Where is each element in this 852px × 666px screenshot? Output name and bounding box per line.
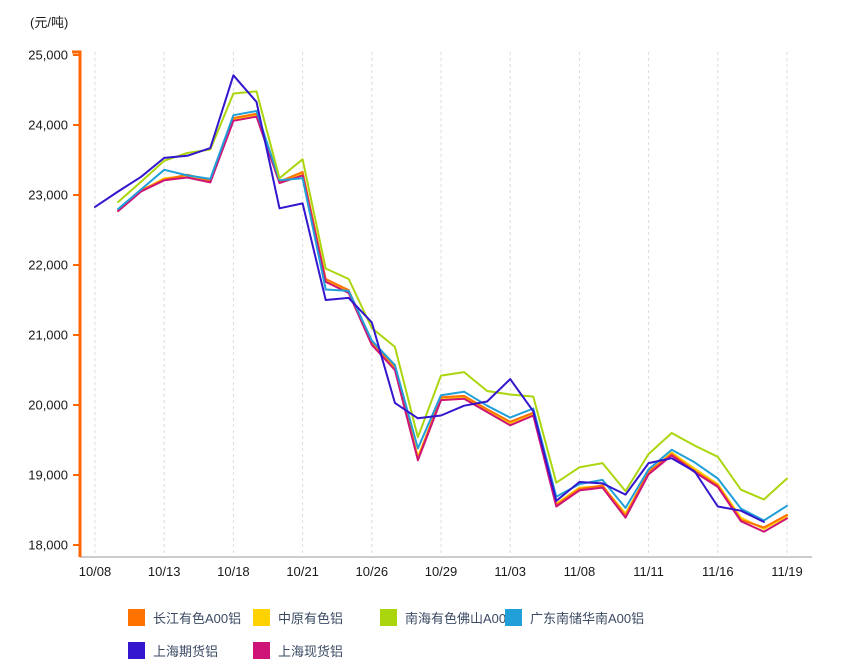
- legend-item-nanhai-foshan-a00: 南海有色佛山A00铝: [380, 607, 519, 627]
- y-tick-label: 25,000: [28, 48, 68, 63]
- legend-item-guangdong-nanchu-a00: 广东南储华南A00铝: [505, 607, 644, 627]
- legend-swatch-guangdong: [505, 608, 522, 626]
- x-tick-label: 11/19: [771, 564, 803, 579]
- x-tick-label: 10/13: [148, 564, 181, 579]
- x-tick-label: 11/08: [564, 564, 596, 579]
- legend-swatch-shanghai-spot: [253, 641, 270, 659]
- x-tick-label: 11/16: [702, 564, 734, 579]
- legend-label: 上海现货铝: [278, 643, 344, 659]
- x-tick-label: 11/03: [494, 564, 526, 579]
- x-tick-label: 10/21: [286, 564, 319, 579]
- legend-label: 上海期货铝: [153, 643, 219, 659]
- x-tick-label: 10/18: [217, 564, 250, 579]
- y-tick-label: 20,000: [28, 398, 68, 413]
- x-tick-label: 10/08: [79, 564, 112, 579]
- y-tick-label: 23,000: [28, 188, 68, 203]
- y-tick-label: 21,000: [28, 328, 68, 343]
- legend-item-zhongyuan: 中原有色铝: [253, 607, 343, 627]
- series-line-5: [117, 115, 788, 533]
- y-tick-label: 24,000: [28, 118, 68, 133]
- legend-label: 长江有色A00铝: [153, 610, 242, 626]
- y-tick-label: 22,000: [28, 258, 68, 273]
- legend-item-shanghai-futures: 上海期货铝: [128, 640, 218, 660]
- series-line-2: [117, 90, 788, 501]
- y-tick-label: 18,000: [28, 538, 68, 553]
- legend-item-changjiang-a00: 长江有色A00铝: [128, 607, 241, 627]
- legend-label: 广东南储华南A00铝: [530, 610, 645, 626]
- legend-label: 南海有色佛山A00铝: [405, 610, 520, 626]
- price-line-chart: 10/08 10/13 10/18 10/21 10/26 10/29 11/03 11/08…: [28, 48, 812, 579]
- series-line-3: [117, 110, 788, 522]
- x-tick-label: 11/11: [633, 564, 664, 579]
- x-tick-label: 10/29: [425, 564, 458, 579]
- chart-legend: 长江有色A00铝 中原有色铝 南海有色佛山A00铝 广东南储华南A00铝 上海期…: [0, 600, 852, 666]
- legend-swatch-changjiang: [128, 608, 145, 626]
- y-tick-label: 19,000: [28, 468, 68, 483]
- legend-item-shanghai-spot: 上海现货铝: [253, 640, 343, 660]
- series-line-4: [94, 74, 765, 523]
- y-axis-unit-label: (元/吨): [30, 15, 69, 30]
- y-axis-line: [72, 50, 82, 557]
- legend-label: 中原有色铝: [278, 610, 344, 626]
- legend-swatch-zhongyuan: [253, 608, 270, 626]
- legend-swatch-shanghai-futures: [128, 641, 145, 659]
- x-tick-label: 10/26: [356, 564, 389, 579]
- legend-swatch-nanhai: [380, 608, 397, 626]
